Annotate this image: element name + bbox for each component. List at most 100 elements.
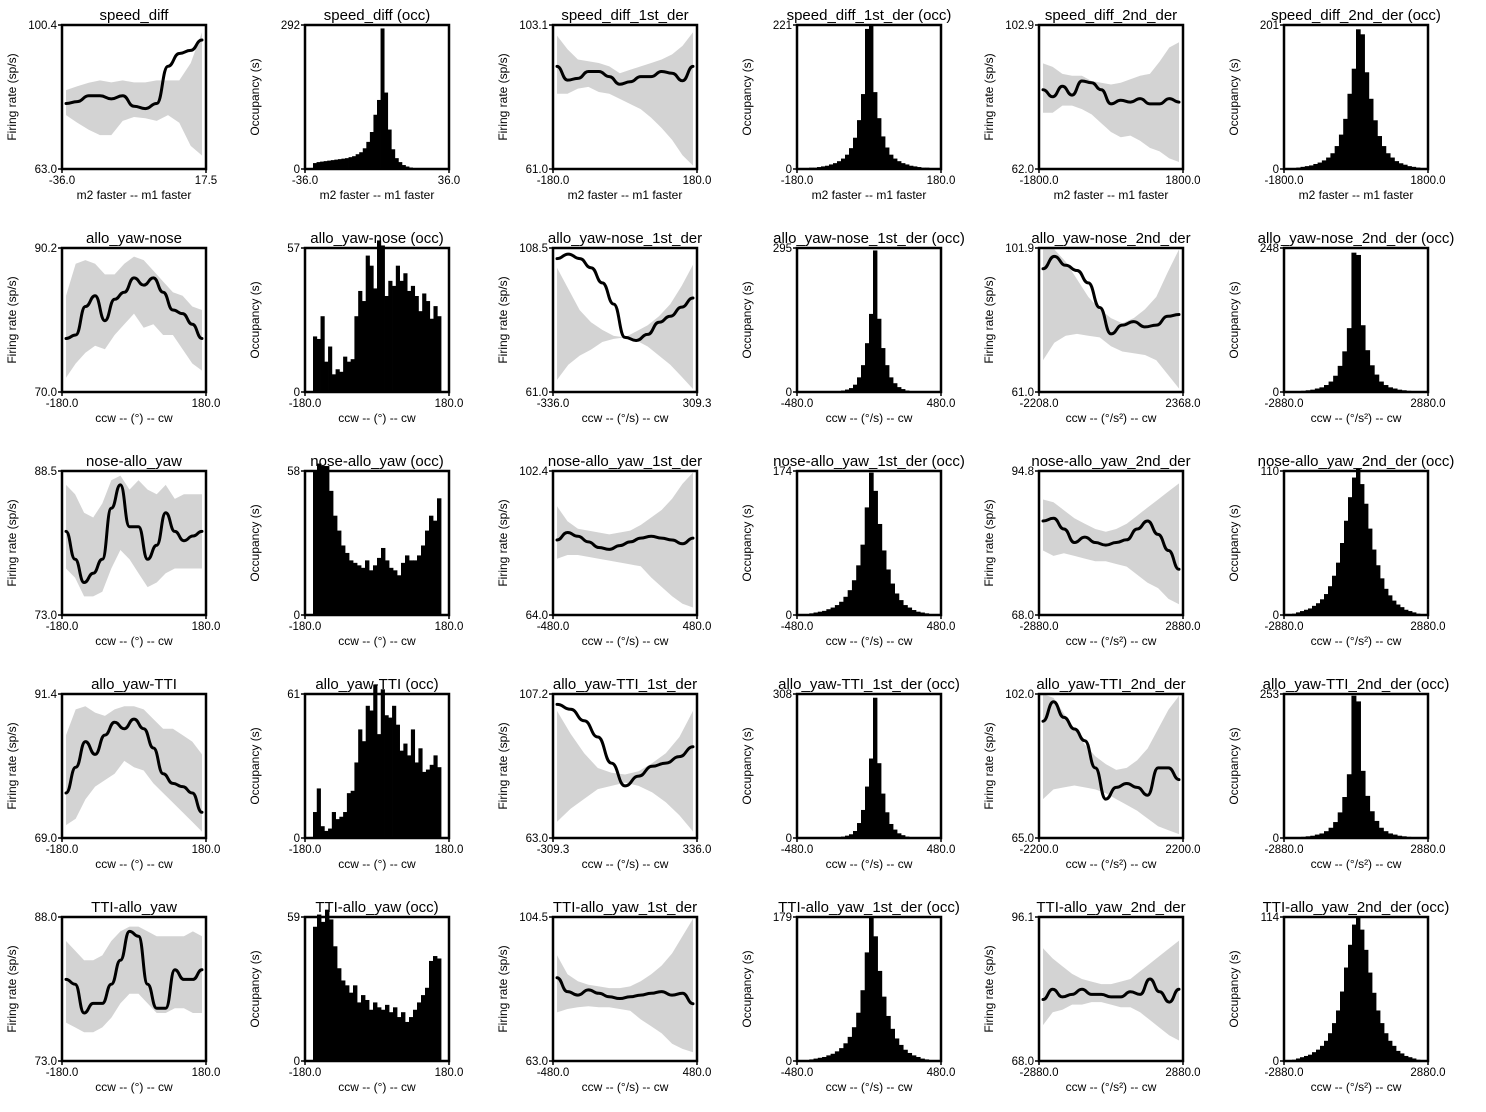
- occupancy-bar: [321, 921, 326, 1061]
- occupancy-bar: [1369, 811, 1375, 838]
- chart-panel: TTI-allo_yaw 73.0 88.0 -180.0 180.0 ccw -- (°…: [5, 899, 220, 1094]
- x-axis-label: ccw -- (°) -- cw: [338, 857, 416, 871]
- occupancy-bar: [316, 788, 321, 838]
- occupancy-bar: [324, 830, 329, 838]
- occupancy-bar: [1312, 605, 1317, 615]
- occupancy-bar: [1360, 34, 1365, 170]
- occupancy-bar: [403, 743, 408, 838]
- confidence-band: [1043, 940, 1179, 1041]
- occupancy-bar: [380, 245, 385, 392]
- axes-frame: [1282, 692, 1430, 840]
- occupancy-bar: [369, 570, 374, 615]
- occupancy-bar: [393, 1007, 398, 1061]
- occupancy-bar: [381, 547, 386, 615]
- chart-panel: TTI-allo_yaw_1st_der 63.0 104.5 -480.0 480.0…: [496, 899, 711, 1094]
- x-tick-label-max: 309.3: [683, 398, 712, 410]
- occupancy-bar: [1348, 944, 1353, 1061]
- occupancy-bar: [1356, 917, 1361, 1061]
- y-tick-label-max: 107.2: [519, 689, 548, 701]
- x-tick-label-max: 180.0: [927, 175, 956, 187]
- y-axis-label: Occupancy (s): [248, 281, 262, 358]
- occupancy-bar: [857, 377, 862, 392]
- occupancy-bar: [1365, 795, 1371, 838]
- occupancy-bar: [881, 550, 887, 615]
- occupancy-bar: [837, 161, 842, 169]
- axes-frame: [1037, 246, 1185, 394]
- x-tick-label-max: 36.0: [438, 175, 460, 187]
- y-tick-label-min: 0: [294, 164, 300, 176]
- occupancy-bar: [331, 374, 336, 392]
- firing-rate-line: [64, 38, 204, 111]
- y-tick-label-max: 91.4: [35, 689, 58, 701]
- axes-frame: [795, 23, 943, 171]
- confidence-band: [557, 710, 693, 832]
- occupancy-bar: [345, 158, 349, 169]
- y-tick-label-min: 63.0: [526, 1056, 548, 1068]
- occupancy-bar: [373, 565, 378, 615]
- occupancy-bar: [389, 1012, 394, 1061]
- axes-frame: [303, 692, 451, 840]
- occupancy-bar: [1408, 1057, 1413, 1061]
- x-axis-label: ccw -- (°/s²) -- cw: [1311, 857, 1402, 871]
- chart-panel: TTI-allo_yaw_1st_der (occ) 0 179 -480.0 480.…: [740, 899, 960, 1094]
- occupancy-bar: [335, 369, 340, 392]
- x-tick-label-min: -180.0: [289, 844, 322, 856]
- occupancy-bar: [328, 346, 333, 392]
- y-axis-label: Occupancy (s): [740, 281, 754, 358]
- occupancy-bar: [1338, 134, 1344, 169]
- axes-frame: [1282, 469, 1430, 617]
- occupancy-bar: [421, 545, 426, 615]
- y-axis-label: Firing rate (sp/s): [5, 499, 19, 586]
- occupancy-bar: [437, 498, 442, 615]
- axes-frame: [551, 246, 699, 394]
- x-tick-label-min: -480.0: [537, 621, 570, 633]
- firing-rate-line: [555, 64, 695, 86]
- y-tick-label-min: 0: [1273, 1056, 1279, 1068]
- occupancy-bar: [833, 163, 838, 169]
- occupancy-bar: [373, 114, 378, 169]
- occupancy-bar: [847, 1036, 853, 1061]
- confidence-band: [557, 264, 693, 389]
- occupancy-bar: [361, 995, 366, 1061]
- occupancy-bar: [861, 809, 866, 838]
- chart-panel: allo_yaw-nose_2nd_der (occ) 0 248 -2880.0 28…: [1227, 230, 1454, 425]
- occupancy-bar: [323, 161, 328, 169]
- y-axis-label: Firing rate (sp/s): [982, 499, 996, 586]
- occupancy-bar: [1368, 972, 1373, 1061]
- occupancy-bar: [834, 1051, 840, 1061]
- occupancy-bar: [1400, 607, 1405, 615]
- x-axis-label: ccw -- (°/s²) -- cw: [1311, 634, 1402, 648]
- y-tick-label-min: 69.0: [35, 833, 57, 845]
- occupancy-bar: [915, 1056, 921, 1061]
- y-tick-label-min: 63.0: [35, 164, 57, 176]
- x-tick-label-min: -1800.0: [1264, 175, 1303, 187]
- occupancy-bar: [349, 992, 354, 1061]
- chart-panel: nose-allo_yaw_1st_der (occ) 0 174 -480.0 480…: [740, 453, 965, 648]
- x-tick-label-min: -180.0: [289, 621, 322, 633]
- occupancy-bar: [384, 715, 389, 838]
- occupancy-bar: [911, 610, 917, 615]
- occupancy-bar: [346, 361, 352, 392]
- occupancy-bar: [1369, 365, 1375, 392]
- occupancy-bar: [1324, 594, 1329, 615]
- occupancy-bar: [873, 250, 878, 392]
- y-axis-label: Firing rate (sp/s): [5, 276, 19, 363]
- occupancy-bar: [425, 987, 430, 1061]
- chart-panel: nose-allo_yaw_2nd_der 68.0 94.8 -2880.0 2880…: [982, 453, 1201, 648]
- occupancy-bar: [369, 710, 374, 838]
- occupancy-bar: [345, 552, 350, 615]
- occupancy-bar: [907, 1052, 913, 1061]
- occupancy-bar: [410, 285, 416, 392]
- y-tick-label-min: 62.0: [1012, 164, 1034, 176]
- x-axis-label: ccw -- (°/s²) -- cw: [1311, 411, 1402, 425]
- occupancy-bar: [893, 158, 898, 169]
- x-tick-label-min: -309.3: [537, 844, 570, 856]
- occupancy-bar: [1383, 385, 1389, 392]
- occupancy-bar: [313, 471, 318, 615]
- occupancy-bar: [1385, 153, 1391, 169]
- x-tick-label-max: 2200.0: [1165, 844, 1200, 856]
- x-axis-label: ccw -- (°/s²) -- cw: [1066, 1080, 1157, 1094]
- occupancy-bar: [877, 970, 883, 1061]
- occupancy-bar: [913, 166, 918, 169]
- y-axis-label: Occupancy (s): [740, 727, 754, 804]
